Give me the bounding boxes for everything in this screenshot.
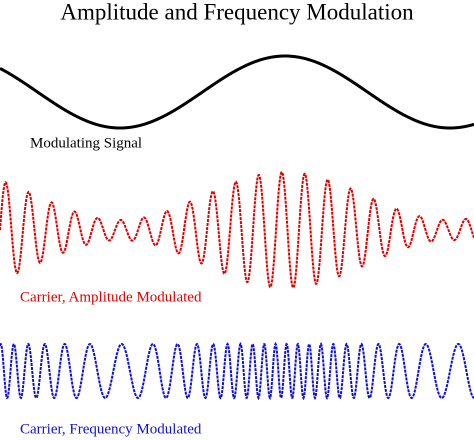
am-wave xyxy=(0,171,474,289)
am-label: Carrier, Amplitude Modulated xyxy=(20,289,202,305)
fm-wave xyxy=(0,341,474,401)
title: Amplitude and Frequency Modulation xyxy=(60,0,414,24)
fm-label: Carrier, Frequency Modulated xyxy=(20,421,202,437)
modulating-wave xyxy=(0,54,474,130)
modulating-label: Modulating Signal xyxy=(30,135,142,151)
